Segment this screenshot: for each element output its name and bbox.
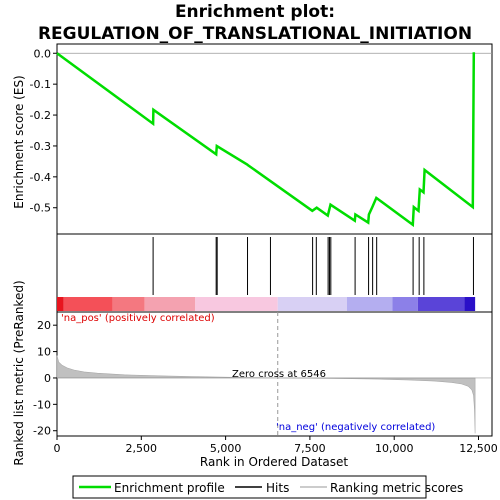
rank-y-tick-label: 20 [37, 319, 51, 332]
x-tick-label: 0 [54, 442, 61, 455]
negative-correlation-label: 'na_neg' (negatively correlated) [276, 422, 435, 433]
es-y-ticks: 0.0 -0.1 -0.2 -0.3 -0.4 -0.5 [30, 47, 57, 215]
es-y-tick-label: -0.5 [30, 202, 51, 215]
x-tick-label: 7,500 [294, 442, 326, 455]
zero-cross-label: Zero cross at 6546 [232, 369, 326, 380]
colorbar-segment [417, 297, 465, 311]
x-tick-label: 2,500 [126, 442, 158, 455]
colorbar-segment [277, 297, 347, 311]
x-tick-label: 5,000 [210, 442, 242, 455]
rank-y-ticks: 20 10 0 -10 -20 [33, 319, 57, 438]
rank-y-tick-label: 0 [44, 372, 51, 385]
colorbar-segment [144, 297, 196, 311]
es-y-tick-label: -0.2 [30, 109, 51, 122]
hit-markers [152, 237, 474, 295]
colorbar-segment [392, 297, 418, 311]
ranking-metric-area [56, 355, 492, 434]
colorbar-segment [347, 297, 393, 311]
colorbar-segment [464, 297, 476, 311]
rank-y-axis-label: Ranked list metric (PreRanked) [12, 280, 26, 465]
rank-y-tick-label: -20 [33, 425, 51, 438]
enrichment-profile-series [56, 52, 476, 228]
es-y-tick-label: 0.0 [34, 47, 52, 60]
colorbar-segment [63, 297, 113, 311]
x-tick-label: 12,500 [459, 442, 498, 455]
x-tick-label: 10,000 [375, 442, 414, 455]
rank-y-tick-label: 10 [37, 346, 51, 359]
es-y-axis-label: Enrichment score (ES) [12, 75, 26, 208]
es-panel-frame [56, 43, 493, 235]
x-axis-label: Rank in Ordered Dataset [200, 455, 348, 469]
rank-colorbar [57, 297, 476, 311]
es-y-tick-label: -0.3 [30, 140, 51, 153]
legend-label-ranking-metric: Ranking metric scores [330, 481, 463, 495]
x-ticks: 0 2,500 5,000 7,500 10,000 12,500 [54, 436, 498, 455]
es-y-tick-label: -0.4 [30, 171, 51, 184]
colorbar-segment [195, 297, 278, 311]
legend-label-enrichment-profile: Enrichment profile [114, 481, 225, 495]
es-y-tick-label: -0.1 [30, 78, 51, 91]
legend-label-hits: Hits [266, 481, 289, 495]
rank-y-tick-label: -10 [33, 398, 51, 411]
enrichment-profile-line [56, 52, 476, 228]
chart-title-line1: Enrichment plot: [175, 2, 335, 22]
chart-title-line2: REGULATION_OF_TRANSLATIONAL_INITIATION [38, 24, 472, 44]
colorbar-segment [112, 297, 145, 311]
colorbar-segment [57, 297, 64, 311]
positive-correlation-label: 'na_pos' (positively correlated) [61, 313, 215, 324]
